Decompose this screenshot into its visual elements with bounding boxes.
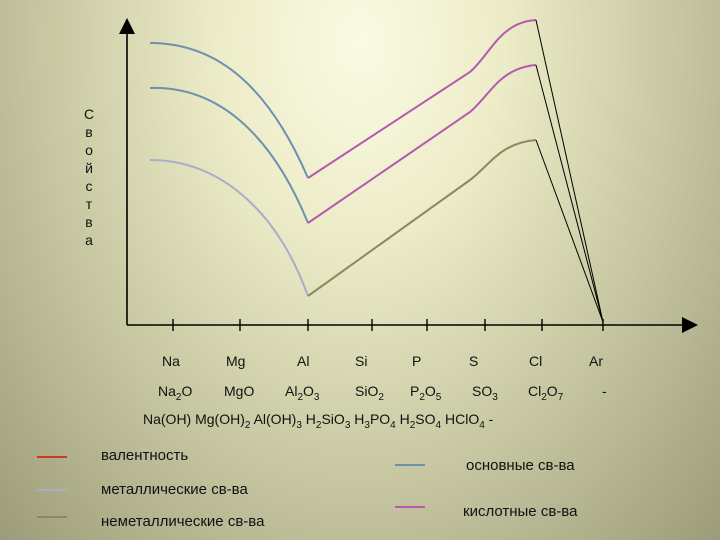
- y-axis-label-char: а: [85, 232, 93, 248]
- oxide-formula: SO3: [472, 383, 498, 403]
- y-axis-label-char: о: [85, 142, 93, 158]
- drop-line: [535, 139, 604, 323]
- element-symbol: Cl: [529, 353, 543, 369]
- oxide-formula: MgO: [224, 383, 255, 399]
- legend-label-basic: основные св-ва: [466, 457, 575, 474]
- nonmetallic-properties-curve: [307, 139, 537, 297]
- legend-swatch-valence: [37, 456, 67, 458]
- drop-lines: [535, 19, 604, 323]
- element-symbol: Al: [297, 353, 310, 369]
- legend-label-acidic: кислотные св-ва: [463, 503, 578, 520]
- basic-properties-curve: [149, 86, 309, 224]
- oxide-formula: Al2O3: [285, 383, 320, 403]
- legend-swatch-acidic: [395, 506, 425, 508]
- y-axis-label-char: в: [85, 214, 93, 230]
- x-ticks: [172, 319, 604, 331]
- y-axis-label-char: т: [85, 196, 93, 212]
- legend-label-nonmetallic: неметаллические св-ва: [101, 513, 265, 530]
- basic-upper-curve: [149, 42, 309, 179]
- legend-swatch-nonmetallic: [37, 516, 67, 518]
- legend-swatch-metallic: [37, 489, 67, 491]
- element-symbol: S: [469, 353, 479, 369]
- acidic-upper-curve: [307, 19, 537, 179]
- legend-swatch-basic: [395, 464, 425, 466]
- element-symbol: Na: [162, 353, 180, 369]
- element-symbol: Si: [355, 353, 368, 369]
- y-axis-label-char: С: [83, 106, 95, 122]
- legend-label-metallic: металлические св-ва: [101, 481, 248, 498]
- oxide-formula: -: [602, 383, 607, 399]
- oxide-formula: Na2O: [158, 383, 193, 403]
- legend-label-valence: валентность: [101, 447, 189, 464]
- oxide-formula: Cl2O7: [528, 383, 564, 403]
- oxide-formula: SiO2: [355, 383, 384, 403]
- curves: [149, 19, 604, 323]
- axes: [119, 18, 698, 333]
- acidic-properties-curve: [307, 64, 537, 224]
- y-axis-label-char: с: [85, 178, 93, 194]
- element-symbol: P: [412, 353, 422, 369]
- y-axis-label-char: й: [85, 160, 93, 176]
- drop-line: [535, 64, 604, 323]
- element-symbol: Mg: [226, 353, 246, 369]
- metallic-properties-curve: [149, 159, 309, 297]
- element-symbol: Ar: [589, 353, 603, 369]
- oxide-formula: P2O5: [410, 383, 442, 403]
- hydroxide-row: Na(OH) Mg(OH)2 Al(OH)3 H2SiO3 H3PO4 H2SO…: [143, 411, 494, 431]
- y-axis-label-char: в: [85, 124, 93, 140]
- drop-line: [535, 19, 604, 323]
